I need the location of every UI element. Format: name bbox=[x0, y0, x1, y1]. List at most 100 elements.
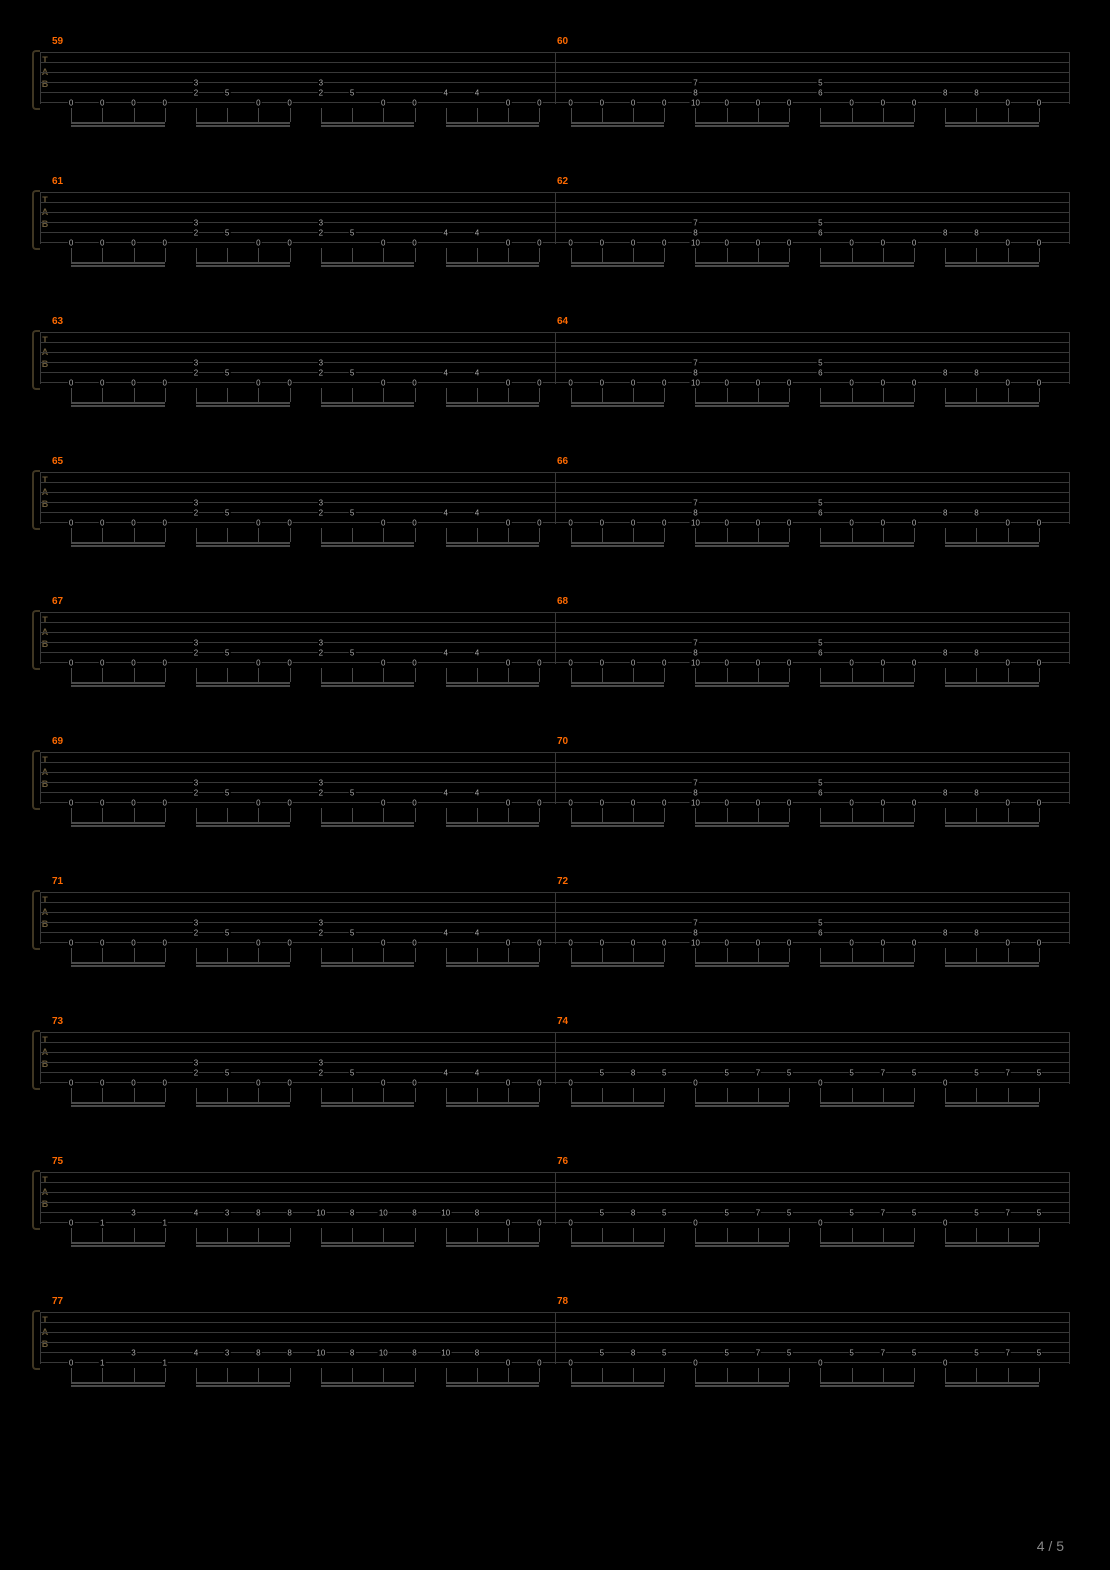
fret-number: 0 bbox=[786, 939, 792, 948]
fret-number: 0 bbox=[755, 939, 761, 948]
note-stem bbox=[1008, 528, 1009, 542]
beam bbox=[695, 1105, 789, 1107]
tab-system: 5960TAB000032500325004400000078100005600… bbox=[40, 40, 1070, 140]
note-stem bbox=[1039, 528, 1040, 542]
fret-number: 3 bbox=[193, 779, 199, 788]
beam bbox=[446, 402, 540, 404]
fret-number: 0 bbox=[380, 519, 386, 528]
beam bbox=[196, 122, 290, 124]
note-stem bbox=[258, 1228, 259, 1242]
fret-number: 0 bbox=[1036, 239, 1042, 248]
fret-number: 0 bbox=[68, 239, 74, 248]
beam bbox=[196, 1245, 290, 1247]
beam bbox=[321, 1102, 415, 1104]
note-stem bbox=[914, 388, 915, 402]
beam bbox=[446, 962, 540, 964]
beam bbox=[321, 1245, 415, 1247]
fret-number: 0 bbox=[99, 939, 105, 948]
fret-number: 8 bbox=[692, 229, 698, 238]
fret-number: 8 bbox=[942, 89, 948, 98]
beam bbox=[945, 1385, 1039, 1387]
note-stem bbox=[446, 1368, 447, 1382]
beam bbox=[321, 262, 415, 264]
tab-system: 6364TAB000032500325004400000078100005600… bbox=[40, 320, 1070, 420]
note-stem bbox=[102, 388, 103, 402]
beam bbox=[945, 685, 1039, 687]
beam bbox=[446, 545, 540, 547]
beam bbox=[446, 262, 540, 264]
note-stem bbox=[602, 948, 603, 962]
note-stem bbox=[820, 388, 821, 402]
fret-number: 0 bbox=[505, 1079, 511, 1088]
note-stem bbox=[258, 528, 259, 542]
beam bbox=[945, 402, 1039, 404]
fret-number: 5 bbox=[817, 639, 823, 648]
note-stem bbox=[446, 528, 447, 542]
beam bbox=[321, 122, 415, 124]
fret-number: 4 bbox=[442, 789, 448, 798]
note-stem bbox=[71, 1228, 72, 1242]
fret-number: 0 bbox=[599, 939, 605, 948]
fret-number: 0 bbox=[630, 799, 636, 808]
note-stem bbox=[1039, 248, 1040, 262]
fret-number: 6 bbox=[817, 789, 823, 798]
note-stem bbox=[695, 808, 696, 822]
note-stem bbox=[945, 528, 946, 542]
fret-number: 0 bbox=[505, 239, 511, 248]
fret-number: 0 bbox=[411, 939, 417, 948]
beam bbox=[71, 542, 165, 544]
beam bbox=[695, 965, 789, 967]
fret-number: 2 bbox=[193, 509, 199, 518]
note-stem bbox=[352, 808, 353, 822]
beam bbox=[446, 685, 540, 687]
note-stem bbox=[258, 1368, 259, 1382]
beam bbox=[321, 822, 415, 824]
note-stem bbox=[539, 668, 540, 682]
note-stem bbox=[571, 108, 572, 122]
note-stem bbox=[508, 108, 509, 122]
bar-number: 66 bbox=[557, 456, 568, 467]
fret-number: 5 bbox=[911, 1209, 917, 1218]
note-stem bbox=[477, 1228, 478, 1242]
beam bbox=[820, 402, 914, 404]
note-stem bbox=[134, 808, 135, 822]
beam bbox=[695, 262, 789, 264]
note-stem bbox=[290, 528, 291, 542]
fret-number: 0 bbox=[848, 659, 854, 668]
note-stem bbox=[852, 948, 853, 962]
fret-number: 0 bbox=[567, 659, 573, 668]
fret-number: 2 bbox=[318, 229, 324, 238]
note-stem bbox=[820, 248, 821, 262]
beam bbox=[820, 262, 914, 264]
fret-number: 0 bbox=[99, 659, 105, 668]
beam bbox=[71, 545, 165, 547]
fret-number: 0 bbox=[380, 239, 386, 248]
beam bbox=[820, 1385, 914, 1387]
fret-number: 0 bbox=[817, 1219, 823, 1228]
fret-number: 0 bbox=[786, 519, 792, 528]
note-stem bbox=[71, 388, 72, 402]
note-stem bbox=[134, 248, 135, 262]
fret-number: 0 bbox=[692, 1219, 698, 1228]
note-stem bbox=[134, 528, 135, 542]
fret-number: 3 bbox=[318, 499, 324, 508]
fret-number: 5 bbox=[973, 1209, 979, 1218]
note-stem bbox=[664, 668, 665, 682]
fret-number: 0 bbox=[505, 659, 511, 668]
note-stem bbox=[165, 1368, 166, 1382]
fret-number: 8 bbox=[692, 929, 698, 938]
note-stem bbox=[71, 808, 72, 822]
note-stem bbox=[321, 1228, 322, 1242]
fret-number: 5 bbox=[1036, 1069, 1042, 1078]
note-stem bbox=[415, 1228, 416, 1242]
beam bbox=[945, 542, 1039, 544]
note-stem bbox=[1008, 668, 1009, 682]
note-stem bbox=[290, 1368, 291, 1382]
tab-system: 7172TAB000032500325004400000078100005600… bbox=[40, 880, 1070, 980]
beam bbox=[695, 1245, 789, 1247]
notes-layer: 00003250032500440000007810000560008800 bbox=[40, 52, 1070, 104]
note-stem bbox=[165, 948, 166, 962]
note-stem bbox=[945, 108, 946, 122]
fret-number: 7 bbox=[692, 79, 698, 88]
fret-number: 3 bbox=[193, 219, 199, 228]
